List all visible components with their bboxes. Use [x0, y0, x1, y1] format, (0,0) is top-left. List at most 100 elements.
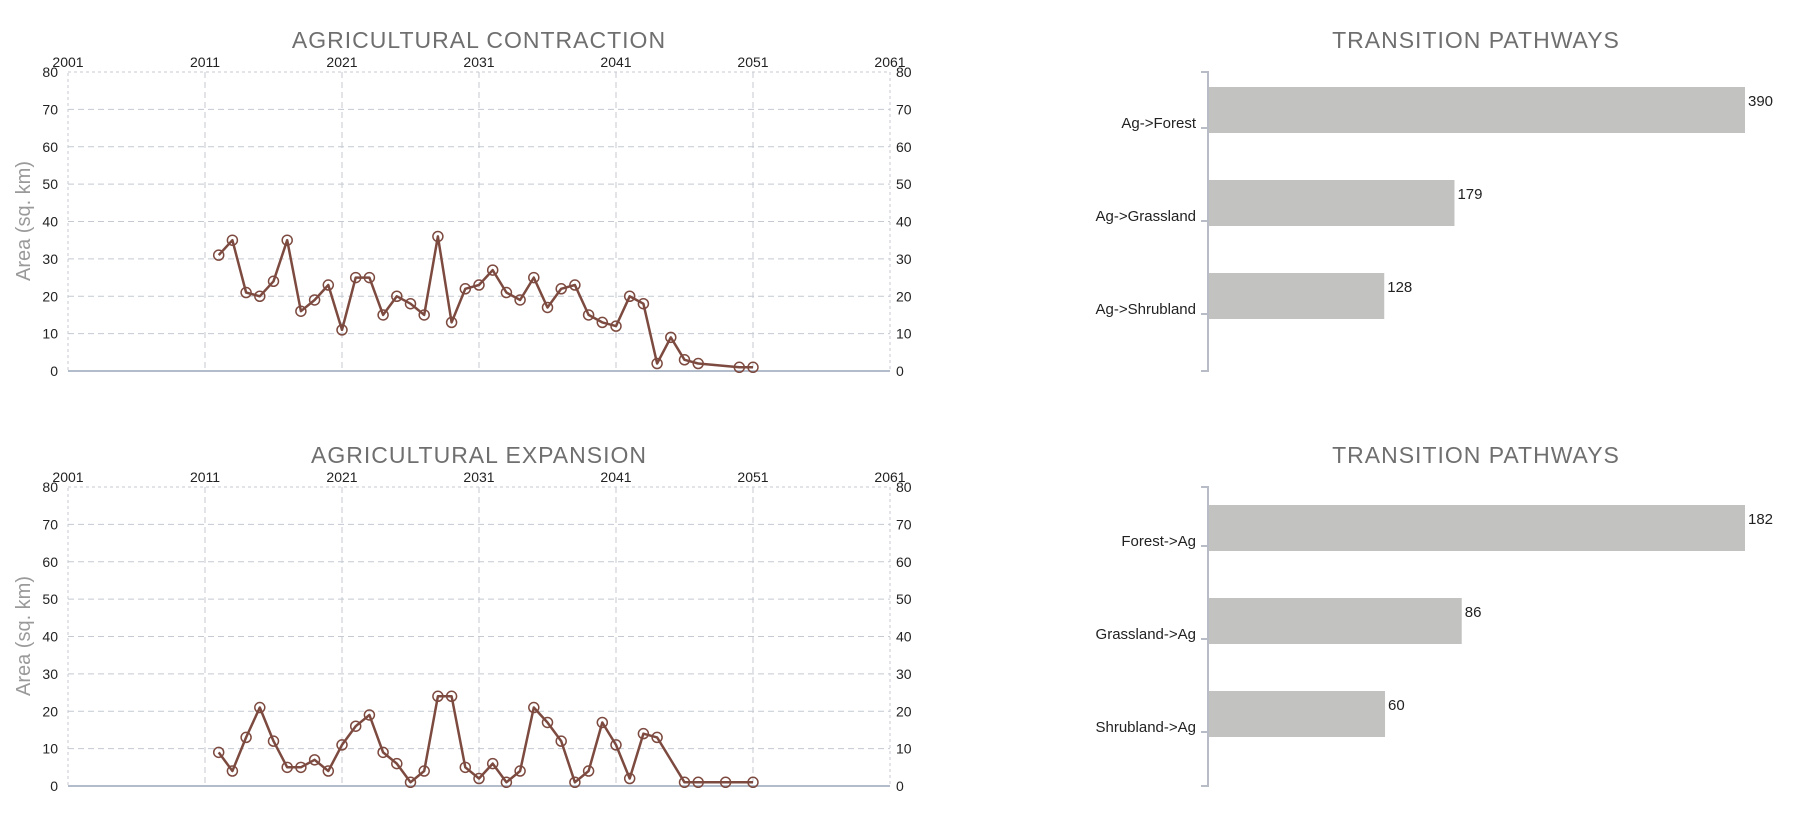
data-point[interactable] [486, 757, 499, 770]
data-point[interactable] [445, 690, 458, 703]
data-point[interactable] [432, 230, 444, 243]
data-point[interactable] [678, 354, 691, 366]
data-point[interactable] [596, 316, 609, 329]
data-point[interactable] [391, 290, 403, 302]
data-point[interactable] [418, 309, 430, 321]
bar[interactable] [1208, 87, 1745, 133]
data-point[interactable] [473, 772, 485, 785]
data-point[interactable] [528, 701, 540, 714]
x-tick-label: 2041 [600, 469, 631, 485]
y-tick-label-right: 30 [896, 251, 912, 267]
data-point[interactable] [377, 746, 389, 759]
data-point[interactable] [336, 739, 348, 751]
data-point[interactable] [226, 234, 239, 246]
data-point[interactable] [665, 331, 677, 344]
bar[interactable] [1208, 691, 1386, 737]
data-point[interactable] [596, 716, 609, 729]
data-point[interactable] [692, 776, 704, 789]
data-point[interactable] [459, 283, 472, 295]
data-point[interactable] [569, 776, 581, 789]
y-tick-label-left: 40 [42, 629, 58, 645]
data-point[interactable] [637, 297, 650, 310]
data-point[interactable] [569, 279, 581, 291]
data-point[interactable] [555, 735, 567, 747]
data-point[interactable] [418, 765, 430, 777]
data-point[interactable] [254, 701, 266, 714]
data-point[interactable] [582, 309, 595, 321]
data-point[interactable] [308, 294, 321, 306]
data-point[interactable] [514, 765, 526, 777]
data-point[interactable] [623, 290, 636, 302]
x-tick-label: 2031 [463, 469, 494, 485]
data-point[interactable] [733, 361, 746, 374]
data-point[interactable] [719, 776, 732, 789]
data-point[interactable] [322, 279, 335, 291]
y-tick-label-left: 40 [42, 214, 58, 230]
data-point[interactable] [747, 361, 759, 374]
data-point[interactable] [459, 761, 472, 774]
data-point[interactable] [445, 316, 458, 329]
y-tick-label-left: 20 [42, 703, 58, 719]
data-point[interactable] [651, 731, 663, 744]
data-point[interactable] [267, 275, 280, 288]
line-chart-1: AGRICULTURAL EXPANSION 0 0 10 10 20 20 30 30 40 40… [13, 442, 912, 794]
data-point[interactable] [295, 305, 307, 317]
data-point[interactable] [637, 727, 650, 740]
data-point[interactable] [281, 234, 293, 246]
x-tick-label: 2041 [600, 54, 631, 70]
data-point[interactable] [500, 776, 513, 789]
data-point[interactable] [363, 709, 376, 721]
data-point[interactable] [541, 716, 554, 729]
data-point[interactable] [240, 286, 252, 299]
data-point[interactable] [391, 757, 403, 770]
y-tick-label-left: 70 [42, 101, 58, 117]
x-tick-label: 2011 [190, 469, 220, 485]
data-point[interactable] [747, 776, 759, 789]
data-point[interactable] [377, 309, 389, 321]
data-point[interactable] [486, 264, 499, 276]
value-label: 128 [1387, 279, 1412, 296]
data-point[interactable] [404, 297, 417, 310]
data-point[interactable] [295, 761, 307, 774]
y-tick-label-right: 0 [896, 363, 904, 379]
bar[interactable] [1208, 180, 1455, 226]
data-point[interactable] [651, 357, 663, 370]
category-label: Ag->Grassland [1096, 208, 1196, 225]
x-tick-label: 2031 [463, 54, 494, 70]
data-point[interactable] [514, 294, 526, 306]
data-point[interactable] [212, 746, 225, 759]
data-point[interactable] [582, 765, 595, 777]
data-point[interactable] [267, 735, 280, 747]
data-point[interactable] [240, 731, 252, 744]
data-point[interactable] [500, 286, 513, 299]
data-point[interactable] [349, 271, 362, 284]
data-point[interactable] [254, 290, 266, 302]
data-point[interactable] [349, 720, 362, 732]
y-tick-label-left: 60 [42, 139, 58, 155]
data-point[interactable] [692, 357, 704, 370]
data-point[interactable] [678, 776, 691, 789]
value-label: 86 [1465, 604, 1482, 621]
data-point[interactable] [432, 690, 444, 703]
data-point[interactable] [212, 249, 225, 261]
y-tick-label-right: 20 [896, 703, 912, 719]
data-point[interactable] [473, 279, 485, 291]
data-point[interactable] [281, 761, 293, 774]
data-point[interactable] [308, 754, 321, 766]
data-point[interactable] [322, 765, 335, 777]
data-point[interactable] [528, 271, 540, 284]
data-point[interactable] [363, 271, 376, 284]
data-point[interactable] [610, 739, 622, 751]
bar[interactable] [1208, 505, 1745, 551]
data-point[interactable] [404, 776, 417, 789]
data-point[interactable] [610, 320, 622, 332]
y-tick-label-right: 40 [896, 214, 912, 230]
data-point[interactable] [623, 772, 636, 785]
bar[interactable] [1208, 598, 1462, 644]
y-axis-label: Area (sq. km) [13, 576, 35, 696]
data-point[interactable] [226, 765, 239, 777]
data-point[interactable] [541, 301, 554, 314]
data-point[interactable] [555, 283, 567, 295]
bar[interactable] [1208, 273, 1385, 319]
data-point[interactable] [336, 324, 348, 336]
